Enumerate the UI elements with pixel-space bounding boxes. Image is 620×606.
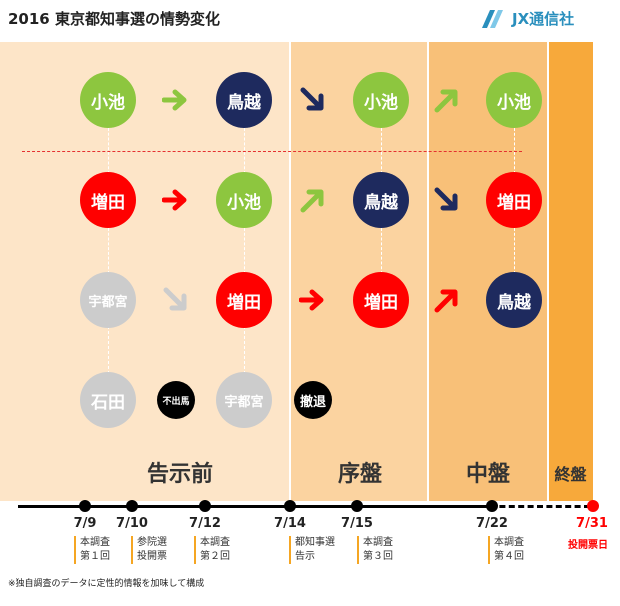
column-connector — [244, 228, 245, 274]
column-connector — [381, 228, 382, 274]
timeline-date: 7/14 — [274, 516, 306, 531]
candidate-masuda: 増田 — [353, 272, 409, 328]
logo-text: JX通信社 — [512, 10, 575, 28]
timeline-dot — [351, 500, 363, 512]
timeline-axis — [18, 505, 490, 508]
candidate-utsunomiya: 宇都宮 — [80, 272, 136, 328]
candidate-toriyama: 鳥越 — [353, 172, 409, 228]
timeline-date-election: 7/31 — [576, 516, 608, 531]
timeline-axis-future — [490, 505, 590, 508]
arrow-down-right-icon — [300, 87, 324, 111]
candidate-toriyama: 鳥越 — [486, 272, 542, 328]
leading-threshold-line — [22, 151, 522, 152]
not-running-badge: 不出馬 — [157, 381, 195, 419]
phase-label-early: 序盤 — [337, 462, 382, 487]
timeline-event: 本調査 第１回 — [74, 536, 110, 564]
timeline-date: 7/12 — [189, 516, 221, 531]
phase-divider — [547, 42, 549, 501]
timeline-dot — [284, 500, 296, 512]
timeline-date: 7/9 — [73, 516, 97, 531]
arrow-up-right-icon — [434, 289, 458, 313]
timeline-event: 参院選 投開票 — [131, 536, 167, 564]
candidate-masuda: 増田 — [80, 172, 136, 228]
withdrawal-badge: 撤退 — [294, 381, 332, 419]
arrow-up-right-icon — [300, 189, 324, 213]
candidate-masuda: 増田 — [486, 172, 542, 228]
timeline-dot — [79, 500, 91, 512]
arrow-right-icon — [162, 89, 187, 111]
column-connector — [244, 326, 245, 374]
timeline-event: 本調査 第３回 — [357, 536, 393, 564]
candidate-toriyama: 鳥越 — [216, 72, 272, 128]
chart-title: 2016 東京都知事選の情勢変化 — [8, 10, 220, 28]
footnote: ※独自調査のデータに定性的情報を加味して構成 — [8, 579, 205, 589]
arrow-right-icon — [299, 289, 324, 311]
timeline-event-election: 投開票日 — [568, 540, 608, 551]
timeline-dot — [199, 500, 211, 512]
phase-label-mid: 中盤 — [465, 462, 510, 487]
phase-divider — [427, 42, 429, 501]
phase-label-final: 終盤 — [554, 465, 587, 484]
arrow-right-icon — [162, 189, 187, 211]
phase-zone-final — [548, 42, 593, 501]
timeline-event: 本調査 第２回 — [194, 536, 230, 564]
timeline-event: 都知事選 告示 — [289, 536, 335, 564]
candidate-ishida: 石田 — [80, 372, 136, 428]
column-connector — [108, 228, 109, 274]
candidate-utsunomiya: 宇都宮 — [216, 372, 272, 428]
column-connector — [514, 228, 515, 274]
candidate-koike: 小池 — [486, 72, 542, 128]
timeline-event: 本調査 第４回 — [488, 536, 524, 564]
phase-label-pre: 告示前 — [146, 462, 213, 487]
arrow-down-right-icon — [434, 187, 458, 211]
timeline-dot — [126, 500, 138, 512]
timeline-date: 7/15 — [341, 516, 373, 531]
jx-logo-icon — [482, 9, 503, 28]
phase-divider — [289, 42, 291, 501]
arrow-down-right-icon — [163, 287, 187, 311]
candidate-koike: 小池 — [80, 72, 136, 128]
arrow-up-right-icon — [434, 89, 458, 113]
timeline-date: 7/22 — [476, 516, 508, 531]
timeline-dot-election — [587, 500, 599, 512]
timeline-dot — [486, 500, 498, 512]
candidate-masuda: 増田 — [216, 272, 272, 328]
column-connector — [108, 326, 109, 374]
candidate-koike: 小池 — [353, 72, 409, 128]
candidate-koike: 小池 — [216, 172, 272, 228]
timeline-date: 7/10 — [116, 516, 148, 531]
logo: JX通信社 — [480, 8, 574, 29]
